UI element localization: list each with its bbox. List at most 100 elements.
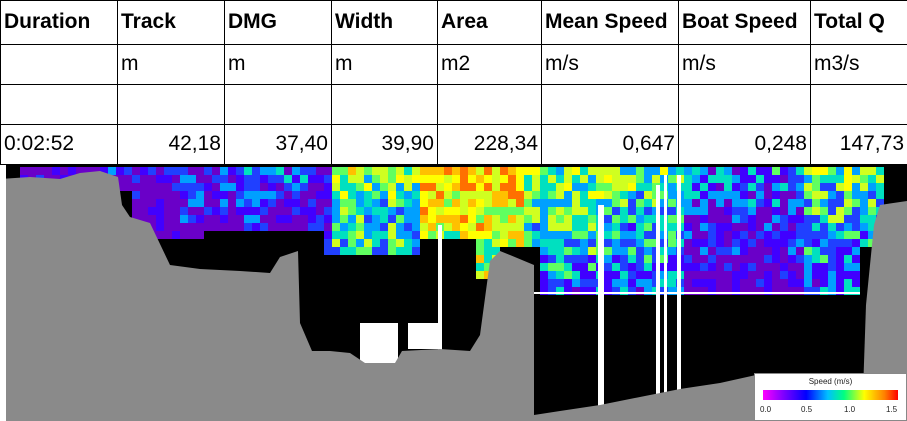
velocity-cell [724, 191, 732, 199]
velocity-cell [388, 167, 396, 175]
velocity-cell [276, 215, 284, 223]
velocity-cell [740, 271, 748, 279]
velocity-cell [748, 191, 756, 199]
velocity-cell [860, 215, 868, 223]
velocity-cell [780, 263, 788, 271]
velocity-cell [796, 271, 804, 279]
velocity-cell [396, 175, 404, 183]
legend-tick: 1.5 [886, 405, 898, 414]
velocity-cell [844, 287, 852, 295]
velocity-cell [508, 207, 516, 215]
velocity-cell [484, 207, 492, 215]
velocity-cell [508, 175, 516, 183]
velocity-cell [748, 199, 756, 207]
velocity-cell [708, 215, 716, 223]
velocity-cell [484, 175, 492, 183]
value-total-q: 147,73 [810, 123, 907, 166]
velocity-cell [604, 191, 612, 199]
velocity-cell [324, 183, 332, 191]
velocity-cell [716, 247, 724, 255]
velocity-cell [412, 215, 420, 223]
velocity-cell [588, 231, 596, 239]
velocity-cell [772, 183, 780, 191]
velocity-cell [732, 247, 740, 255]
velocity-cell [156, 207, 164, 215]
velocity-cell [348, 175, 356, 183]
velocity-cell [748, 255, 756, 263]
velocity-cell [620, 239, 628, 247]
velocity-cell [340, 215, 348, 223]
velocity-cell [532, 191, 540, 199]
velocity-cell [132, 191, 140, 199]
velocity-cell [836, 167, 844, 175]
velocity-cell [540, 223, 548, 231]
velocity-cell [668, 255, 676, 263]
velocity-cell [732, 191, 740, 199]
velocity-cell [716, 183, 724, 191]
velocity-cell [740, 247, 748, 255]
velocity-cell [140, 207, 148, 215]
velocity-cell [780, 167, 788, 175]
velocity-cell [308, 183, 316, 191]
velocity-cell [612, 263, 620, 271]
velocity-cell [268, 207, 276, 215]
velocity-cell [764, 199, 772, 207]
velocity-cell [228, 183, 236, 191]
velocity-cell [780, 183, 788, 191]
velocity-cell [588, 255, 596, 263]
velocity-cell [52, 167, 60, 175]
velocity-cell [748, 263, 756, 271]
velocity-cell [772, 223, 780, 231]
velocity-cell [852, 207, 860, 215]
velocity-cell [716, 255, 724, 263]
velocity-cell [796, 231, 804, 239]
empty-cell [117, 83, 225, 125]
velocity-cell [572, 207, 580, 215]
velocity-cell [308, 167, 316, 175]
velocity-cell [836, 215, 844, 223]
velocity-cell [340, 175, 348, 183]
velocity-cell [492, 175, 500, 183]
velocity-cell [572, 215, 580, 223]
velocity-cell [548, 167, 556, 175]
velocity-cell [636, 207, 644, 215]
value-mean-speed: 0,647 [541, 123, 679, 166]
unit-area: m2 [437, 43, 542, 85]
velocity-cell [356, 223, 364, 231]
velocity-cell [332, 215, 340, 223]
header-duration: Duration [0, 0, 118, 45]
velocity-cell [204, 175, 212, 183]
riverbed [862, 201, 907, 421]
velocity-cell [220, 175, 228, 183]
velocity-cell [772, 167, 780, 175]
velocity-cell [708, 223, 716, 231]
velocity-cell [540, 247, 548, 255]
velocity-cell [644, 199, 652, 207]
velocity-cell [780, 255, 788, 263]
velocity-cell [268, 167, 276, 175]
velocity-cell [612, 191, 620, 199]
velocity-cell [828, 215, 836, 223]
velocity-cell [732, 231, 740, 239]
velocity-cell [556, 271, 564, 279]
velocity-cell [844, 271, 852, 279]
velocity-cell [324, 175, 332, 183]
velocity-cell [612, 231, 620, 239]
velocity-cell [524, 231, 532, 239]
velocity-cell [284, 215, 292, 223]
velocity-cell [276, 183, 284, 191]
velocity-cell [476, 207, 484, 215]
unit-total-q: m3/s [810, 43, 907, 85]
velocity-cell [732, 255, 740, 263]
velocity-cell [764, 215, 772, 223]
velocity-cell [692, 167, 700, 175]
velocity-cell [308, 207, 316, 215]
velocity-cell [356, 215, 364, 223]
velocity-cell [828, 231, 836, 239]
velocity-cell [452, 175, 460, 183]
velocity-cell [876, 191, 884, 199]
velocity-cell [836, 263, 844, 271]
velocity-cell [740, 223, 748, 231]
velocity-cell [564, 199, 572, 207]
velocity-cell [748, 175, 756, 183]
